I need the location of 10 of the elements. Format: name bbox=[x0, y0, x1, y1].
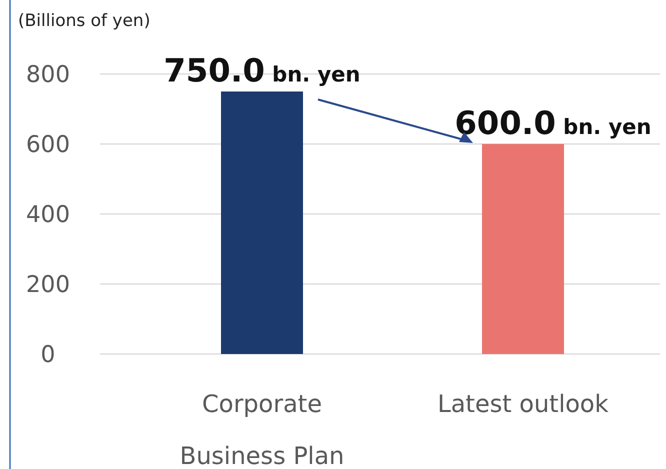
y-tick-label: 600 bbox=[26, 132, 70, 158]
y-axis-title: (Billions of yen) bbox=[18, 11, 150, 31]
data-label: 600.0 bn. yen bbox=[454, 104, 652, 142]
y-tick-label: 800 bbox=[26, 62, 70, 88]
y-tick-label: 200 bbox=[26, 272, 70, 298]
data-label: 750.0 bn. yen bbox=[164, 52, 360, 90]
y-tick-label: 0 bbox=[40, 342, 56, 368]
x-tick-label: Corporate Business Plan bbox=[180, 390, 344, 469]
x-tick-label: Latest outlook bbox=[437, 390, 609, 418]
y-tick-label: 400 bbox=[26, 202, 70, 228]
